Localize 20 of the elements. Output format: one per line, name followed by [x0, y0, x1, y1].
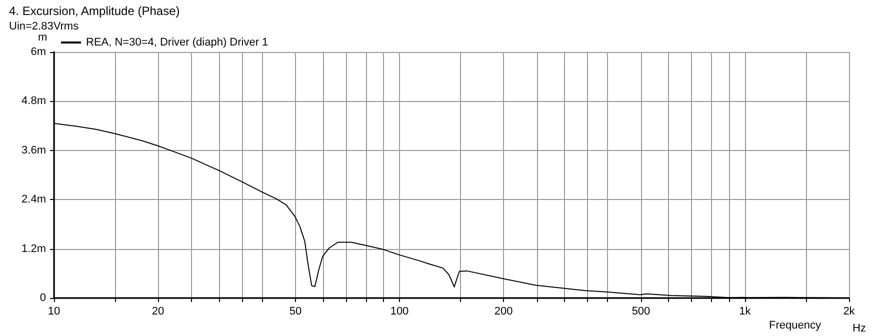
x-tick-label: 10 [48, 306, 60, 318]
legend-label: REA, N=30=4, Driver (diaph) Driver 1 [86, 36, 268, 48]
y-tick-label: 0 [40, 292, 46, 304]
x-tick-label: 20 [152, 306, 164, 318]
x-tick-label: 1k [739, 306, 752, 318]
chart-subtitle: Uin=2.83Vrms [9, 20, 80, 32]
chart-title: 4. Excursion, Amplitude (Phase) [9, 4, 180, 18]
y-axis-title: m [38, 32, 48, 44]
y-tick-label: 1.2m [22, 242, 46, 255]
x-axis-title: Frequency [769, 320, 822, 332]
x-tick-label: 100 [390, 306, 409, 318]
x-tick-label: 2k [843, 306, 856, 318]
x-tick-label: 50 [289, 306, 302, 318]
x-tick-label: 500 [632, 306, 650, 318]
y-tick-label: 2.4m [22, 194, 46, 206]
y-tick-label: 3.6m [22, 144, 46, 156]
y-tick-label: 6m [30, 46, 46, 58]
text: Hz [852, 322, 866, 334]
x-tick-label: 200 [494, 306, 513, 318]
y-tick-label: 4.8m [22, 95, 46, 108]
